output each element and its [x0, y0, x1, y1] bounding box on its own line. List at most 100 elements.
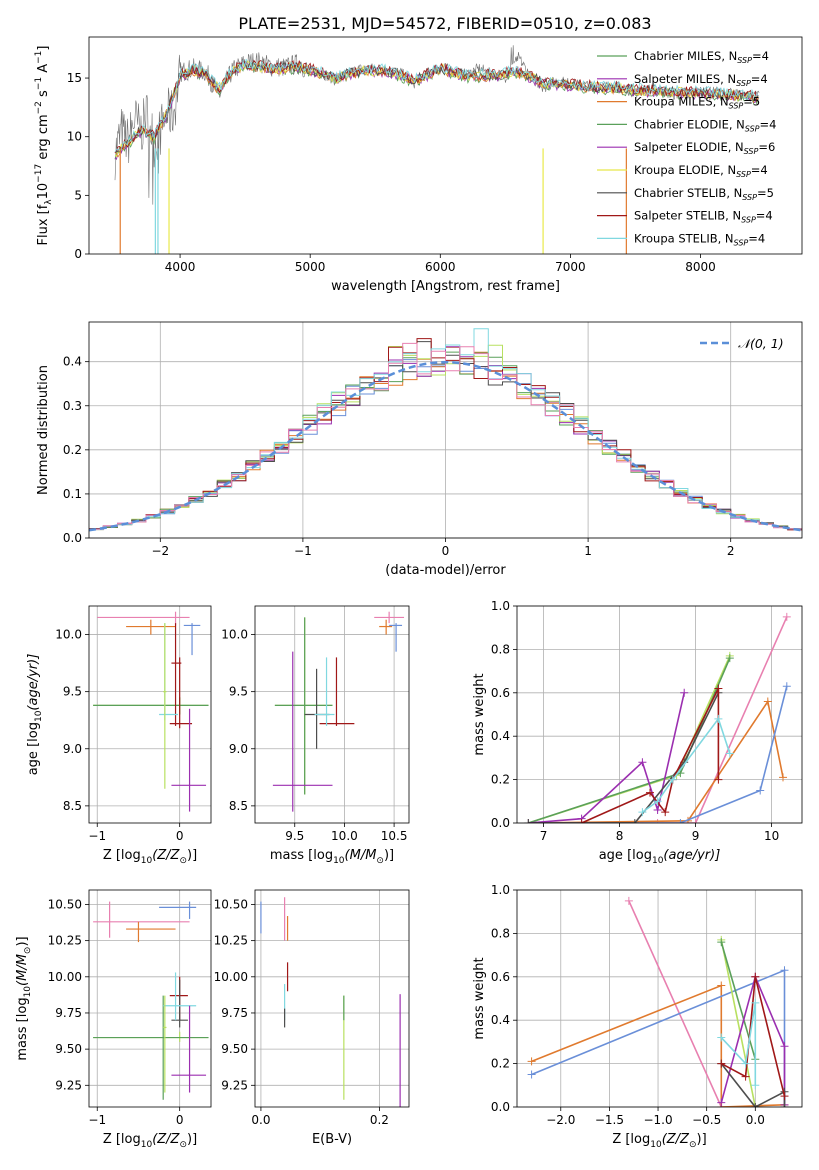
- weight-marker: [751, 972, 760, 981]
- weight-marker: [624, 896, 633, 905]
- label-part: SSP: [729, 102, 744, 111]
- x-axis-label: wavelength [Angstrom, rest frame]: [331, 279, 560, 294]
- x-tick-label: 4000: [165, 260, 196, 274]
- y-axis-label: mass weight: [472, 673, 487, 755]
- label-part: (Z/Z: [152, 1132, 180, 1147]
- label-part: 10: [34, 710, 44, 722]
- weight-line: [528, 655, 731, 823]
- y-tick-label: 0.0: [491, 816, 510, 830]
- y-tick-label: 9.5: [63, 685, 82, 699]
- label-part: SSP: [742, 193, 757, 202]
- x-tick-label: −1.0: [643, 1113, 672, 1127]
- label-part: ]: [36, 46, 51, 51]
- y-axis-label: age [log10(age/yr)]: [26, 654, 44, 776]
- x-tick-label: 10: [764, 829, 779, 843]
- label-part: Kroupa STELIB, N: [634, 231, 734, 245]
- label-part: −2: [34, 101, 44, 114]
- x-axis-label: Z [log10(Z/Z⊙)]: [103, 848, 197, 866]
- label-part: 10: [36, 183, 51, 200]
- weight-marker: [751, 998, 760, 1007]
- y-tick-label: 0.2: [491, 773, 510, 787]
- label-part: =4: [751, 163, 768, 177]
- label-part: =4: [760, 117, 777, 131]
- weight-marker: [717, 1059, 726, 1068]
- weight-marker: [717, 1033, 726, 1042]
- label-part: =4: [756, 209, 773, 223]
- y-tick-label: 0.1: [63, 487, 82, 501]
- y-tick-label: 10.50: [214, 897, 248, 911]
- label-part: mass [log: [15, 997, 30, 1060]
- x-tick-label: 8000: [685, 260, 716, 274]
- weight-marker: [714, 775, 723, 784]
- label-part: Chabrier STELIB, N: [634, 186, 742, 200]
- y-tick-label: 1.0: [491, 883, 510, 897]
- weight-marker: [725, 749, 734, 758]
- weight-marker: [741, 1072, 750, 1081]
- x-tick-label: 0: [442, 544, 450, 558]
- weight-marker: [661, 808, 670, 817]
- label-part: )]: [187, 1132, 197, 1147]
- spectrum-panel: 4000 5000 6000 7000 8000 0 5 10 15 wavelength [An…: [34, 36, 803, 294]
- y-tick-label: 5: [74, 188, 82, 202]
- label-part: 10: [652, 856, 664, 866]
- x-tick-label: 10.0: [331, 829, 358, 843]
- label-part: SSP: [734, 238, 749, 247]
- label-part: (Z/Z: [662, 1132, 690, 1147]
- label-part: Salpeter STELIB, N: [634, 209, 741, 223]
- x-axis-label: E(B-V): [312, 1132, 352, 1147]
- weight-marker: [653, 805, 662, 814]
- label-part: age [log: [26, 722, 41, 775]
- label-part: )]: [697, 1132, 707, 1147]
- model-spectrum-line: [114, 58, 759, 153]
- axes-frame: [254, 605, 410, 824]
- label-part: s: [36, 90, 51, 101]
- label-part: ⊙: [23, 947, 33, 955]
- age-vs-metallicity-panel: −1 08.59.09.510.0Z [log10(Z/Z⊙)]age [log1…: [26, 605, 212, 866]
- age-vs-mass-panel: 9.5 10.0 10.5 8.5 9.0 9.5 10.0 mass [log10(M/M⊙…: [221, 605, 410, 866]
- x-tick-label: 0.0: [251, 1113, 270, 1127]
- label-part: Salpeter MILES, N: [634, 72, 736, 86]
- label-part: )]: [15, 936, 30, 946]
- y-tick-label: 0.2: [63, 443, 82, 457]
- weight-line: [528, 692, 720, 823]
- axes-frame: [88, 889, 212, 1108]
- mass-vs-extinction-panel: 0.0 0.2 9.25 9.50 9.75 10.00 10.25 10.50 E(B-V): [214, 889, 410, 1147]
- weight-marker: [725, 654, 734, 663]
- label-part: E(B-V): [312, 1132, 352, 1147]
- weight-line: [531, 984, 785, 1107]
- y-tick-label: 0.6: [491, 970, 510, 984]
- label-part: Chabrier MILES, N: [634, 49, 737, 63]
- label-part: SSP: [737, 56, 752, 65]
- label-part: Salpeter ELODIE, N: [634, 140, 744, 154]
- label-part: (age/yr)]: [26, 654, 41, 711]
- label-part: (M/M: [15, 954, 30, 986]
- axes-frame: [254, 889, 410, 1108]
- plot-area: [93, 901, 209, 1100]
- weight-marker: [577, 819, 586, 823]
- x-tick-label: −1.5: [595, 1113, 624, 1127]
- y-tick-label: 0: [74, 247, 82, 261]
- y-tick-label: 10.00: [48, 970, 82, 984]
- label-part: −1: [34, 77, 44, 90]
- y-tick-label: 10: [67, 130, 82, 144]
- x-axis-label: Z [log10(Z/Z⊙)]: [612, 1132, 706, 1150]
- x-tick-label: −2.0: [546, 1113, 575, 1127]
- label-part: SSP: [744, 147, 759, 156]
- y-tick-label: 0.4: [491, 729, 510, 743]
- weight-marker: [717, 1098, 726, 1107]
- weight-marker: [717, 981, 726, 990]
- y-tick-label: 9.50: [55, 1042, 82, 1056]
- label-part: (data-model)/error: [385, 563, 506, 578]
- y-tick-label: 1.0: [491, 599, 510, 613]
- y-tick-label: 9.75: [55, 1006, 82, 1020]
- label-part: Kroupa ELODIE, N: [634, 163, 736, 177]
- label-part: 10: [333, 856, 345, 866]
- weight-line: [628, 900, 756, 1107]
- label-part: Z [log: [103, 1132, 141, 1147]
- label-part: 10: [141, 856, 153, 866]
- label-part: 10: [23, 986, 33, 998]
- weight-marker: [756, 786, 765, 795]
- x-tick-label: 10.5: [381, 829, 408, 843]
- y-tick-label: 9.0: [63, 742, 82, 756]
- weight-marker: [653, 819, 662, 823]
